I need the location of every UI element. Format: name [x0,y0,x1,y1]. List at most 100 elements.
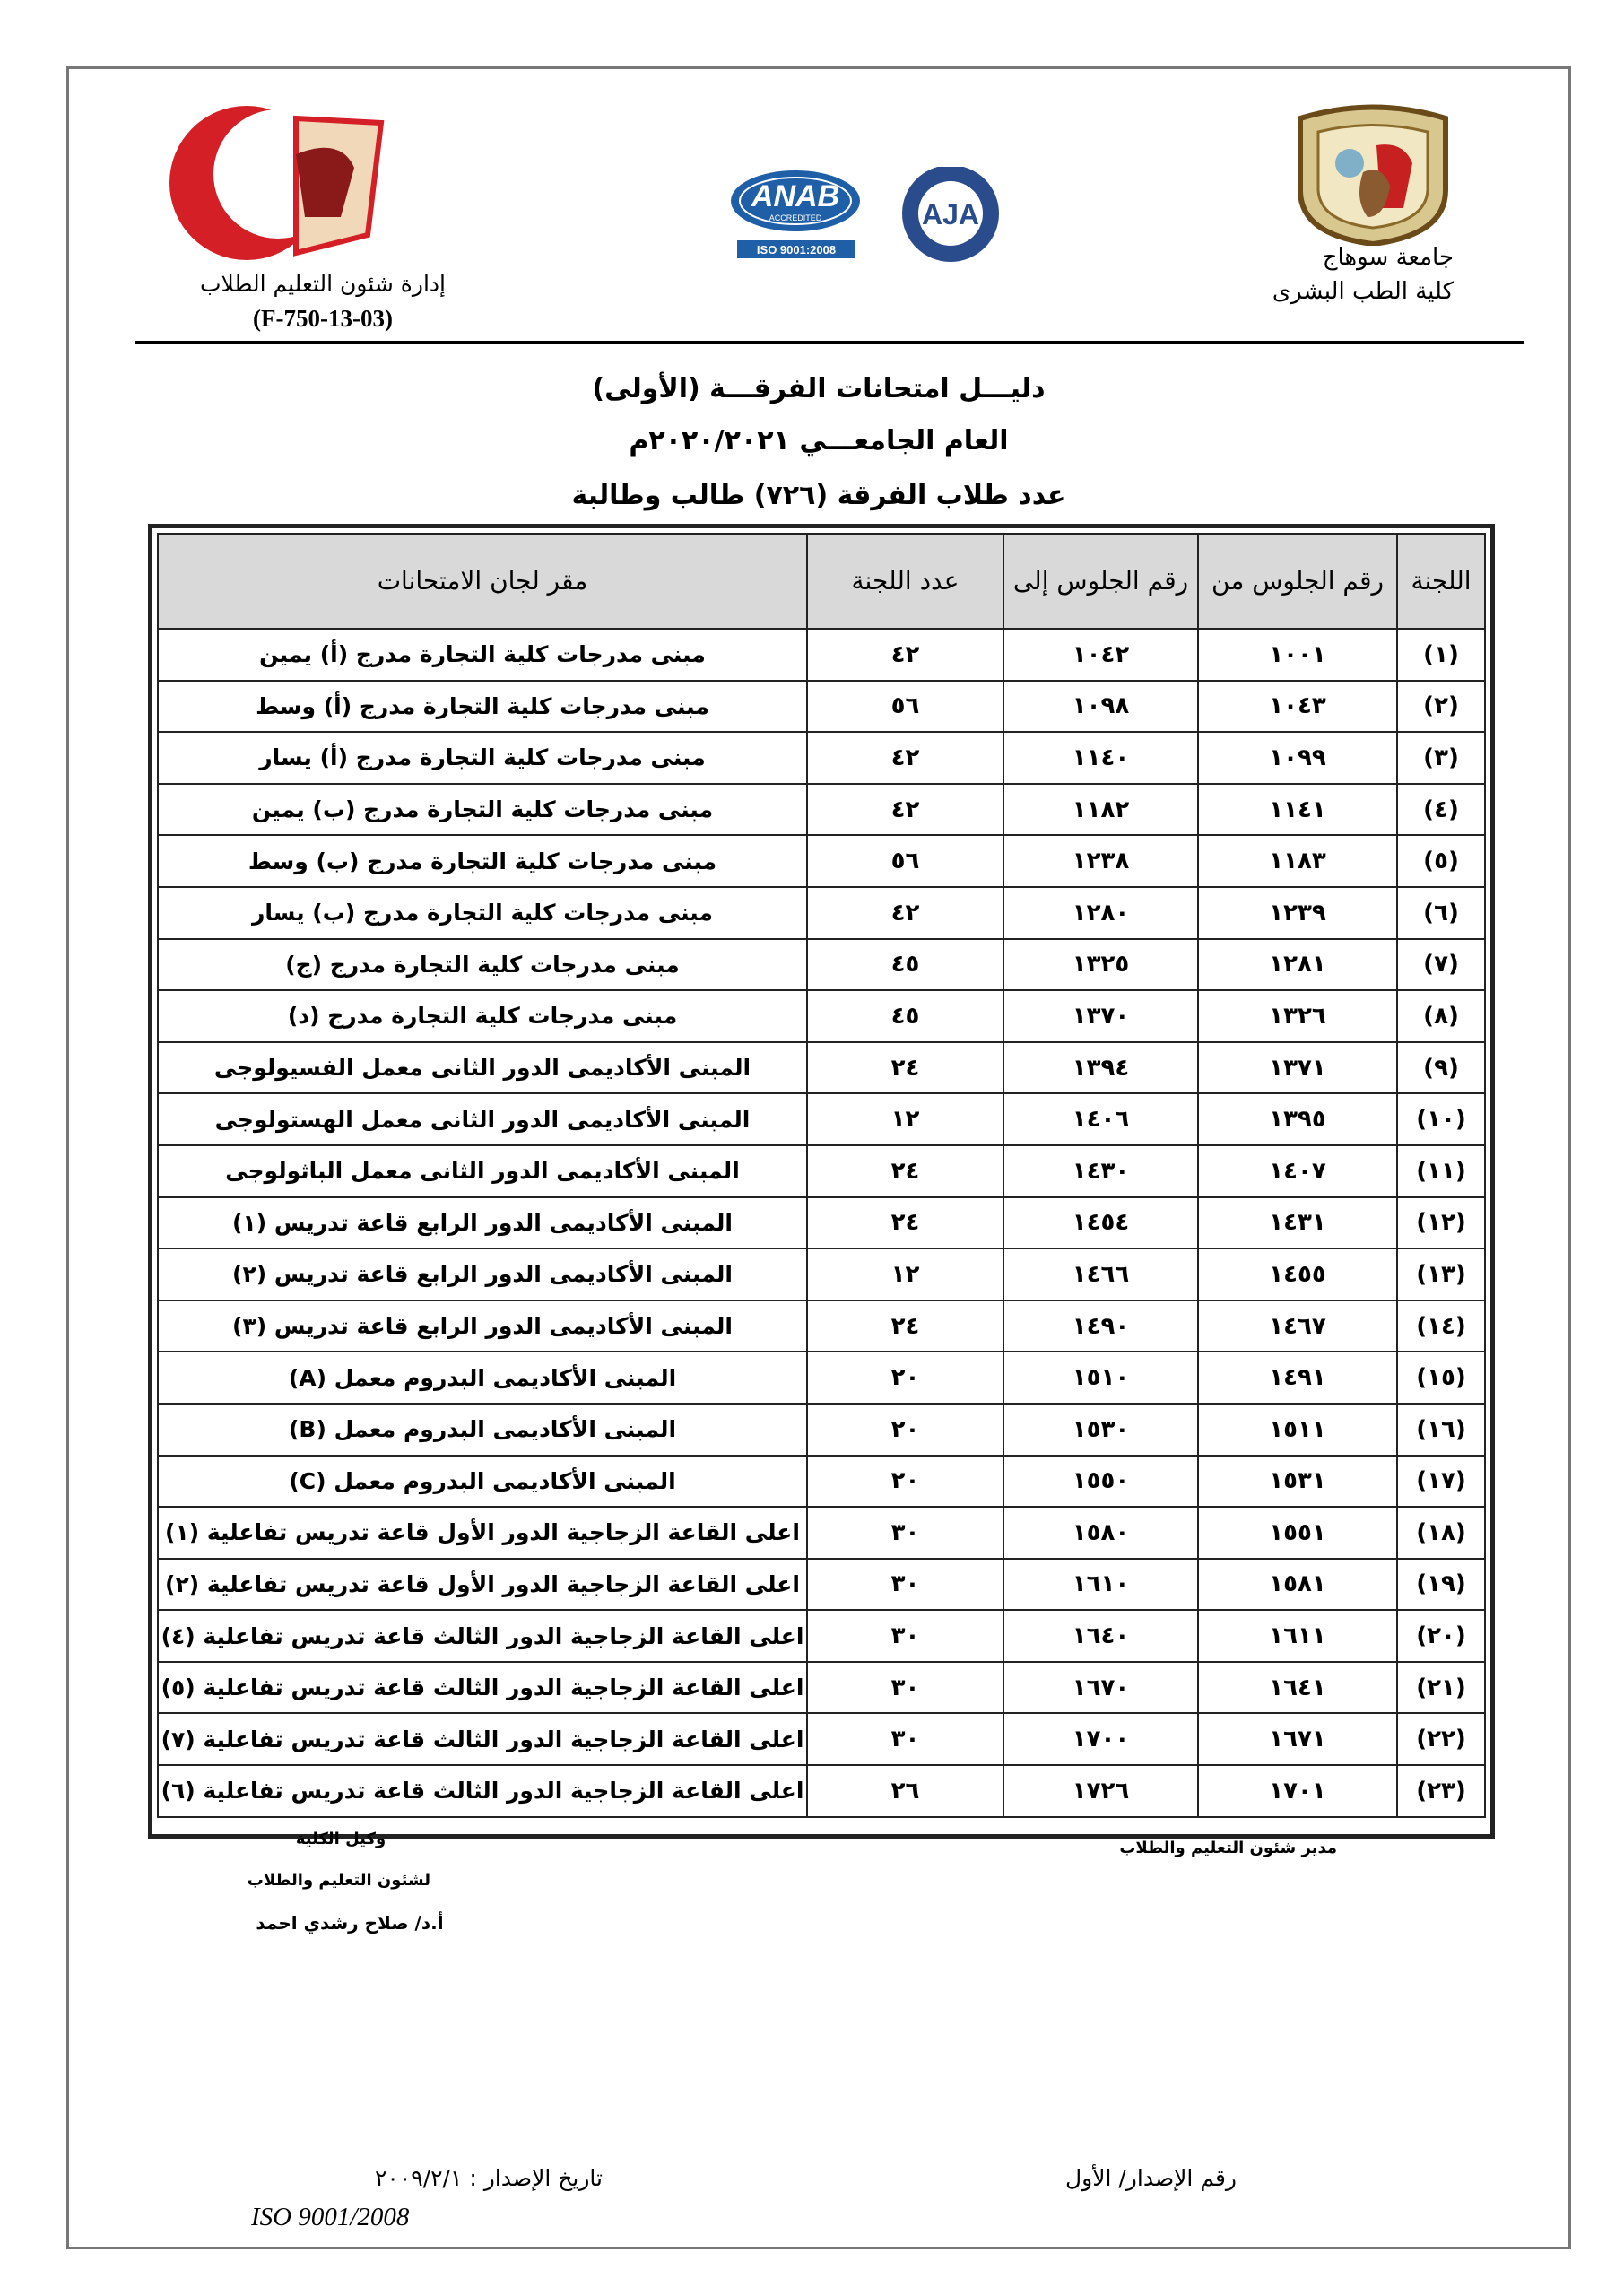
number-cell: ٢٤ [806,1144,1004,1198]
place-cell: اعلى القاعة الزجاجية الدور الثالث قاعة ت… [157,1764,808,1818]
place-cell: المبنى الأكاديمى البدروم معمل (C) [157,1454,808,1509]
number-cell: ٢٦ [806,1764,1004,1818]
number-cell: ٤٢ [806,885,1004,940]
number-cell: ١٢٨٠ [1003,885,1199,940]
form-code: (F-750-13-03) [253,305,393,332]
number-cell: ١٤٩٠ [1003,1299,1199,1353]
number-cell: ٥٦ [806,679,1004,734]
table-row: (١) ١٠٠١ ١٠٤٢ ٤٢ مبنى مدرجات كلية التجارة مد… [157,628,1486,682]
number-cell: ٢٤ [806,1196,1004,1250]
number-cell: ١٥٥٠ [1003,1454,1199,1509]
table-row: (٨) ١٣٢٦ ١٣٧٠ ٤٥ مبنى مدرجات كلية التجارة مد… [157,989,1486,1043]
table-row: (١٣) ١٤٥٥ ١٤٦٦ ١٢ المبنى الأكاديمى الدور الر… [157,1248,1486,1301]
number-cell: (٩) [1396,1040,1486,1095]
number-cell: ١٥٨٠ [1003,1506,1199,1560]
iso-text: ISO 9001:2008 [757,243,836,257]
number-cell: ١٦٧٠ [1003,1660,1199,1715]
number-cell: ١٠٤٢ [1003,628,1199,682]
number-cell: ١٠٩٨ [1003,679,1199,734]
header-rule [135,341,1524,344]
place-cell: مبنى مدرجات كلية التجارة مدرج (أ) يمين [157,628,808,682]
place-cell: اعلى القاعة الزجاجية الدور الثالث قاعة ت… [157,1712,808,1767]
number-cell: ١١٤١ [1197,782,1398,837]
number-cell: (٦) [1396,885,1486,940]
signature-right: مدير شئون التعليم والطلاب [1119,1839,1337,1857]
number-cell: (١٧) [1396,1454,1486,1509]
university-logo [1298,104,1448,246]
number-cell: ١٣٧١ [1197,1040,1398,1095]
number-cell: ١٥٨١ [1197,1557,1398,1612]
number-cell: ٤٥ [806,989,1004,1043]
table-row: (٩) ١٣٧١ ١٣٩٤ ٢٤ المبنى الأكاديمى الدور الثا… [157,1040,1486,1095]
number-cell: ١٠٤٣ [1197,679,1398,734]
number-cell: ١٣٢٦ [1197,989,1398,1043]
number-cell: ٤٢ [806,628,1004,682]
table-row: (٢٣) ١٧٠١ ١٧٢٦ ٢٦ اعلى القاعة الزجاجية الدور… [157,1764,1486,1818]
number-cell: ١٥٣٠ [1003,1402,1199,1457]
anab-text: ANAB [751,179,839,213]
place-cell: المبنى الأكاديمى الدور الرابع قاعة تدريس… [157,1196,808,1250]
place-cell: اعلى القاعة الزجاجية الدور الأول قاعة تد… [157,1557,808,1612]
table-row: (١٩) ١٥٨١ ١٦١٠ ٣٠ اعلى القاعة الزجاجية الدور… [157,1557,1486,1612]
number-cell: ١٥٣١ [1197,1454,1398,1509]
number-cell: ١٤٥٥ [1197,1248,1398,1301]
edition: رقم الإصدار/ الأول [1065,2165,1237,2191]
table-row: (١٦) ١٥١١ ١٥٣٠ ٢٠ المبنى الأكاديمى البدروم م… [157,1402,1486,1457]
title: دليـــل امتحانات الفرقـــة (الأولى) [592,373,1046,404]
table-row: (٣) ١٠٩٩ ١١٤٠ ٤٢ مبنى مدرجات كلية التجارة مد… [157,731,1486,785]
header-cell: اللجنة [1396,533,1486,630]
number-cell: (١٦) [1396,1402,1486,1457]
place-cell: مبنى مدرجات كلية التجارة مدرج (د) [157,989,808,1043]
number-cell: ٥٦ [806,834,1004,888]
number-cell: ١٦١٠ [1003,1557,1199,1612]
number-cell: ١٢٣٨ [1003,834,1199,888]
table-frame: اللجنة رقم الجلوس من رقم الجلوس إلى عدد الل… [148,524,1495,1839]
number-cell: ١٥١٠ [1003,1351,1199,1405]
header-row: اللجنة رقم الجلوس من رقم الجلوس إلى عدد الل… [157,533,1486,630]
place-cell: مبنى مدرجات كلية التجارة مدرج (ب) يمين [157,782,808,837]
place-cell: اعلى القاعة الزجاجية الدور الثالث قاعة ت… [157,1609,808,1663]
number-cell: (٤) [1396,782,1486,837]
number-cell: (١٩) [1396,1557,1486,1612]
number-cell: ١١٨٣ [1197,834,1398,888]
number-cell: ١٣٢٥ [1003,937,1199,992]
table-row: (٢٢) ١٦٧١ ١٧٠٠ ٣٠ اعلى القاعة الزجاجية الدور… [157,1712,1486,1767]
number-cell: ١٤٦٦ [1003,1248,1199,1301]
header-cell: عدد اللجنة [806,533,1004,630]
table-body: (١) ١٠٠١ ١٠٤٢ ٤٢ مبنى مدرجات كلية التجارة مد… [157,628,1486,1818]
place-cell: المبنى الأكاديمى الدور الثانى معمل الفسي… [157,1040,808,1095]
number-cell: ٢٠ [806,1454,1004,1509]
number-cell: ١٢ [806,1248,1004,1301]
number-cell: ١٧٢٦ [1003,1764,1199,1818]
table-row: (١١) ١٤٠٧ ١٤٣٠ ٢٤ المبنى الأكاديمى الدور الث… [157,1144,1486,1198]
number-cell: ٢٠ [806,1351,1004,1405]
number-cell: (١) [1396,628,1486,682]
number-cell: (٧) [1396,937,1486,992]
number-cell: (١٤) [1396,1299,1486,1353]
number-cell: ١٥٥١ [1197,1506,1398,1560]
number-cell: (٢) [1396,679,1486,734]
place-cell: اعلى القاعة الزجاجية الدور الأول قاعة تد… [157,1506,808,1560]
number-cell: ٣٠ [806,1660,1004,1715]
table-row: (٢) ١٠٤٣ ١٠٩٨ ٥٦ مبنى مدرجات كلية التجارة مد… [157,679,1486,734]
number-cell: (٢٠) [1396,1609,1486,1663]
table-row: (٥) ١١٨٣ ١٢٣٨ ٥٦ مبنى مدرجات كلية التجارة مد… [157,834,1486,888]
place-cell: المبنى الأكاديمى الدور الرابع قاعة تدريس… [157,1248,808,1301]
iso-footer: ISO 9001/2008 [251,2203,410,2231]
table-row: (٢٠) ١٦١١ ١٦٤٠ ٣٠ اعلى القاعة الزجاجية الدور… [157,1609,1486,1663]
number-cell: ١٤٠٧ [1197,1144,1398,1198]
number-cell: ٤٢ [806,782,1004,837]
number-cell: ١١٤٠ [1003,731,1199,785]
student-count: عدد طلاب الفرقة (٧٢٦) طالب وطالبة [571,480,1066,511]
aja-text: AJA [922,198,979,230]
table-row: (١٥) ١٤٩١ ١٥١٠ ٢٠ المبنى الأكاديمى البدروم م… [157,1351,1486,1405]
number-cell: ١٢٣٩ [1197,885,1398,940]
number-cell: ١٠٠١ [1197,628,1398,682]
number-cell: ١٤٣١ [1197,1196,1398,1250]
number-cell: ١٤٩١ [1197,1351,1398,1405]
table-row: (٤) ١١٤١ ١١٨٢ ٤٢ مبنى مدرجات كلية التجارة مد… [157,782,1486,837]
header-cell: مقر لجان الامتحانات [157,533,808,630]
issue-date: تاريخ الإصدار : ٢٠٠٩/٢/١ [374,2165,603,2191]
place-cell: اعلى القاعة الزجاجية الدور الثالث قاعة ت… [157,1660,808,1715]
number-cell: (٨) [1396,989,1486,1043]
